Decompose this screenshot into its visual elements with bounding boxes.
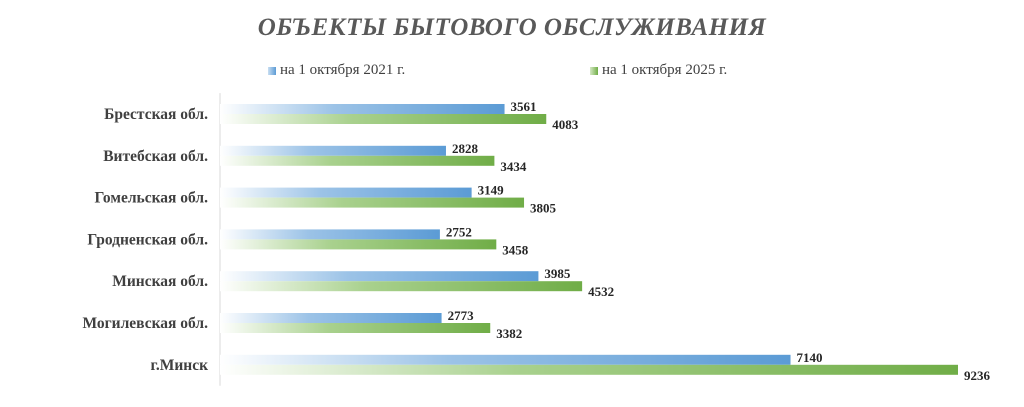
category-label: Витебская обл. bbox=[103, 148, 208, 165]
chart-title: ОБЪЕКТЫ БЫТОВОГО ОБСЛУЖИВАНИЯ bbox=[257, 14, 767, 41]
data-label: 3149 bbox=[478, 183, 505, 198]
data-label: 3382 bbox=[496, 326, 522, 341]
bar-2025 bbox=[220, 323, 491, 333]
bar-2025 bbox=[220, 155, 495, 166]
category-label: Гомельская обл. bbox=[94, 190, 208, 207]
category-label: Минская обл. bbox=[112, 273, 208, 290]
bar-2025 bbox=[220, 281, 583, 292]
data-label: 4083 bbox=[552, 117, 579, 132]
data-label: 3434 bbox=[500, 159, 527, 174]
data-label: 2752 bbox=[446, 224, 472, 239]
category-label: Брестская обл. bbox=[104, 106, 208, 123]
legend-swatch-2021 bbox=[268, 66, 276, 75]
legend: на 1 октября 2021 г. на 1 октября 2025 г… bbox=[0, 62, 1024, 84]
bar-2021 bbox=[220, 104, 505, 114]
category-label: Гродненская обл. bbox=[87, 231, 208, 248]
legend-item-2025: на 1 октября 2025 г. bbox=[590, 62, 727, 79]
data-label: 3458 bbox=[502, 242, 529, 257]
legend-swatch-2025 bbox=[590, 66, 598, 75]
legend-label-2021: на 1 октября 2021 г. bbox=[280, 62, 406, 78]
legend-label-2025: на 1 октября 2025 г. bbox=[602, 62, 728, 78]
bar-2021 bbox=[220, 271, 539, 282]
bar-2021 bbox=[220, 187, 472, 198]
bar-2025 bbox=[220, 197, 525, 208]
category-label: Могилевская обл. bbox=[82, 315, 208, 332]
legend-item-2021: на 1 октября 2021 г. bbox=[268, 62, 405, 79]
category-label: г.Минск bbox=[151, 357, 209, 374]
data-label: 3985 bbox=[544, 266, 571, 281]
data-label: 2828 bbox=[452, 141, 479, 156]
bar-2021 bbox=[220, 354, 791, 365]
bar-2021 bbox=[220, 229, 440, 240]
data-label: 7140 bbox=[797, 350, 823, 365]
data-label: 3805 bbox=[530, 201, 557, 216]
data-label: 4532 bbox=[588, 284, 614, 299]
bar-2021 bbox=[220, 145, 446, 156]
bar-2021 bbox=[220, 313, 442, 323]
data-label: 3561 bbox=[511, 99, 537, 114]
bar-2025 bbox=[220, 364, 958, 375]
data-label: 2773 bbox=[448, 308, 475, 323]
bar-2025 bbox=[220, 114, 547, 124]
bar-2025 bbox=[220, 239, 497, 250]
data-label: 9236 bbox=[964, 368, 991, 383]
